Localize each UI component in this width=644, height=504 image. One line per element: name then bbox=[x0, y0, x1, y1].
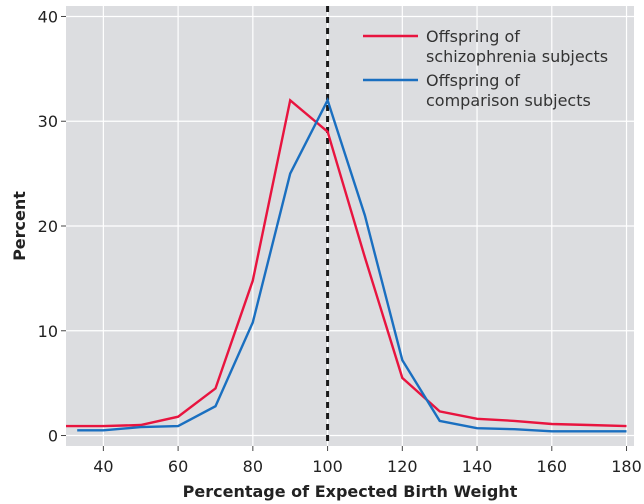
y-tick-label: 20 bbox=[38, 217, 58, 236]
x-tick-label: 140 bbox=[462, 457, 493, 476]
x-axis-title: Percentage of Expected Birth Weight bbox=[183, 482, 518, 501]
x-tick-label: 60 bbox=[168, 457, 188, 476]
gridlines bbox=[66, 6, 634, 446]
series-lines bbox=[66, 97, 627, 433]
x-tick-label: 80 bbox=[243, 457, 263, 476]
y-tick-label: 30 bbox=[38, 112, 58, 131]
x-tick-label: 160 bbox=[537, 457, 568, 476]
x-axis-ticks: 40 60 80 100 120 140 160 180 bbox=[93, 446, 642, 476]
y-tick-label: 40 bbox=[38, 7, 58, 26]
legend-label-2: Offspring of bbox=[426, 71, 520, 90]
series-line-2 bbox=[77, 97, 627, 433]
y-axis-ticks: 0 10 20 30 40 bbox=[38, 7, 66, 446]
x-tick-label: 180 bbox=[611, 457, 642, 476]
y-axis-title: Percent bbox=[10, 191, 29, 261]
legend-label-1: Offspring of bbox=[426, 27, 520, 46]
y-tick-label: 0 bbox=[48, 427, 58, 446]
y-tick-label: 10 bbox=[38, 322, 58, 341]
legend-label-2: comparison subjects bbox=[426, 91, 591, 110]
x-tick-label: 100 bbox=[312, 457, 343, 476]
x-tick-label: 120 bbox=[387, 457, 418, 476]
legend-label-1: schizophrenia subjects bbox=[426, 47, 608, 66]
x-tick-label: 40 bbox=[93, 457, 113, 476]
series-line-1 bbox=[66, 98, 627, 428]
